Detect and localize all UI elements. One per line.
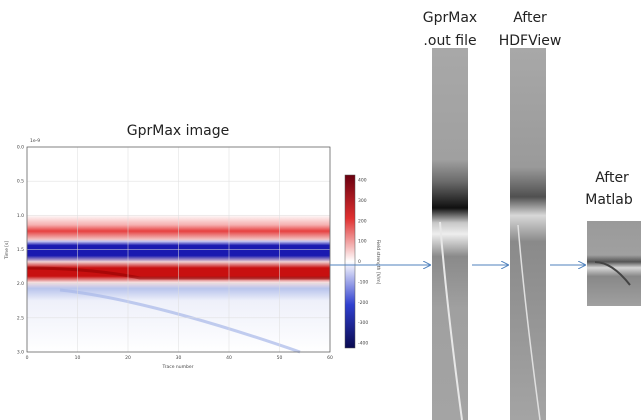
- colorbar-tick-label: 300: [358, 198, 367, 204]
- colorbar-tick-label: 400: [358, 178, 367, 184]
- hdfview-image: [510, 48, 546, 420]
- y-tick-label: 1.5: [17, 247, 24, 253]
- colorbar-label: Field strength [V/m]: [375, 240, 381, 285]
- y-tick-label: 3.0: [17, 350, 24, 356]
- colorbar-tick-label: 200: [358, 218, 367, 224]
- gprmax-plot: 1e-9 Time [s] Trace number Field strengt…: [4, 138, 381, 370]
- y-tick-label: 2.5: [17, 315, 24, 321]
- x-tick-label: 40: [226, 355, 232, 361]
- stage-label: After: [595, 170, 629, 186]
- y-tick-label: 1.0: [17, 213, 24, 219]
- x-tick-label: 0: [26, 355, 29, 361]
- x-tick-label: 10: [75, 355, 81, 361]
- colorbar-tick-label: -100: [358, 279, 368, 285]
- x-tick-label: 60: [327, 355, 333, 361]
- colorbar-tick-label: -400: [358, 341, 368, 347]
- stage-label: GprMax: [423, 10, 477, 26]
- y-tick-label: 0.0: [17, 145, 24, 151]
- gprmax-out-image: [432, 48, 468, 420]
- colorbar-tick-label: -200: [358, 300, 368, 306]
- diagram: GprMax image 1e-9 Time [s] Trace number …: [0, 0, 641, 420]
- y-tick-label: 2.0: [17, 281, 24, 287]
- x-axis-label: Trace number: [162, 364, 194, 370]
- colorbar: [345, 175, 355, 348]
- colorbar-tick-label: 0: [358, 259, 361, 265]
- x-tick-label: 20: [125, 355, 131, 361]
- image-title: GprMax image: [127, 123, 230, 139]
- stage-label: HDFView: [499, 33, 562, 49]
- x-tick-label: 30: [176, 355, 182, 361]
- stage-label: Matlab: [585, 192, 633, 208]
- y-tick-label: 0.5: [17, 179, 24, 185]
- stage-label: After: [513, 10, 547, 26]
- matlab-image: [587, 221, 641, 306]
- colorbar-tick-label: -300: [358, 320, 368, 326]
- x-tick-label: 50: [277, 355, 283, 361]
- offset-label: 1e-9: [30, 138, 40, 144]
- colorbar-tick-label: 100: [358, 239, 367, 245]
- stage-label: .out file: [423, 33, 476, 49]
- y-axis-label: Time [s]: [4, 241, 10, 261]
